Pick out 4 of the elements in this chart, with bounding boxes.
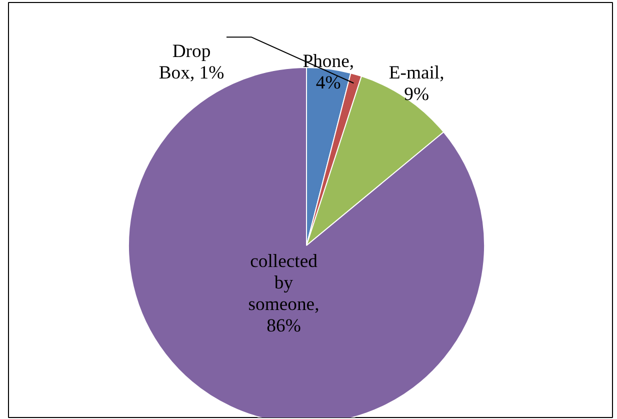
slice-label: E-mail, 9% [388, 62, 444, 105]
slice-label: collected by someone, 86% [248, 251, 320, 337]
slice-label: Drop Box, 1% [158, 40, 224, 84]
slice-label: Phone, 4% [302, 51, 354, 94]
